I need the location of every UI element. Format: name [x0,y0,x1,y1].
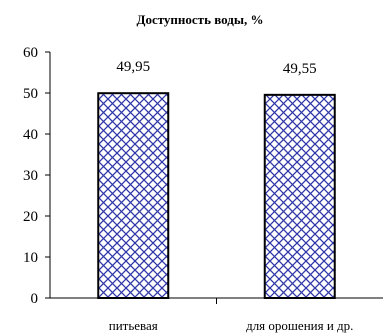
y-tick-label: 20 [23,209,38,225]
y-tick-label: 50 [23,86,38,102]
y-tick-label: 40 [23,127,38,143]
bar [263,93,336,299]
y-tick-label: 10 [23,250,38,266]
data-label: 49,95 [116,59,150,75]
x-category-label: для орошения и др. [246,318,353,333]
y-tick-label: 0 [31,291,39,307]
chart-title: Доступность воды, % [137,12,264,27]
bars [97,92,336,299]
y-tick-label: 30 [23,168,38,184]
bar [97,92,170,299]
data-label: 49,55 [283,61,317,77]
labels: 49,95 питьевая 49,55 для орошения и др. [109,59,354,333]
axes: 0 10 20 30 40 50 60 [23,45,383,307]
x-category-label: питьевая [109,318,158,333]
y-tick-label: 60 [23,45,38,61]
